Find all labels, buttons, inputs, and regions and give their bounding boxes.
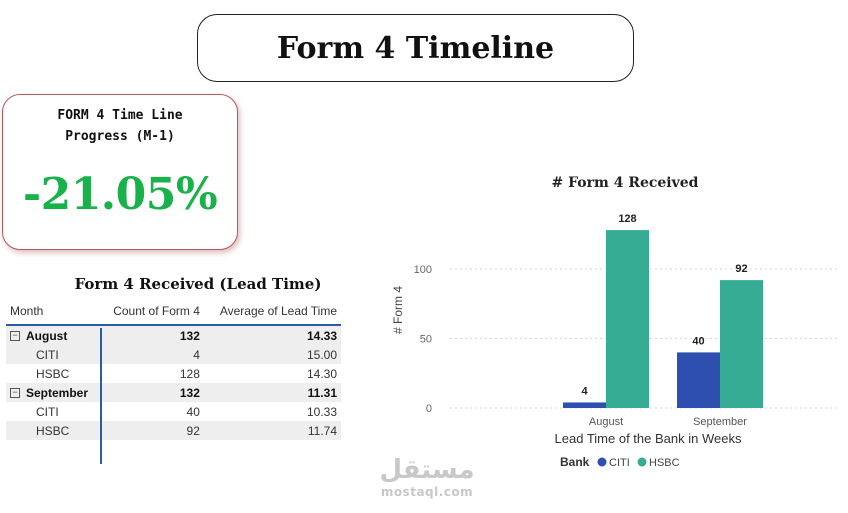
kpi-label-line1: FORM 4 Time Line <box>57 108 183 123</box>
row-count: 128 <box>179 366 200 381</box>
row-count: 132 <box>100 325 204 345</box>
bar-hsbc-august <box>606 230 649 408</box>
row-count: 132 <box>100 383 204 402</box>
row-label: August <box>26 328 68 343</box>
x-tick-label: August <box>589 416 623 428</box>
row-average: 15.00 <box>203 345 341 364</box>
table-row[interactable]: HSBC 128 14.30 <box>6 364 341 383</box>
column-header-month[interactable]: Month <box>10 304 44 318</box>
lead-time-table[interactable]: Month Count of Form 4 Average of Lead Ti… <box>6 298 341 440</box>
bar-citi-august <box>563 402 606 408</box>
row-label: September <box>26 385 89 400</box>
row-label: HSBC <box>6 421 101 440</box>
table-title: Form 4 Received (Lead Time) <box>74 275 322 293</box>
row-average: 11.74 <box>203 421 341 440</box>
watermark-arabic: مستقل <box>379 455 475 485</box>
table-row[interactable]: CITI 4 15.00 <box>6 345 341 364</box>
watermark: مستقل mostaql.com <box>372 455 482 499</box>
row-count: 40 <box>186 404 200 419</box>
dashboard-title-box: Form 4 Timeline <box>197 14 634 82</box>
kpi-label-line2: Progress (M-1) <box>65 129 175 144</box>
y-tick-label: 0 <box>426 403 432 415</box>
chart-title: # Form 4 Received <box>551 175 699 191</box>
row-average: 11.31 <box>203 383 341 402</box>
watermark-latin: mostaql.com <box>380 485 474 499</box>
dashboard-title: Form 4 Timeline <box>276 30 555 66</box>
y-tick-label: 100 <box>414 264 432 276</box>
row-count: 92 <box>100 421 204 440</box>
row-label: CITI <box>6 345 101 364</box>
column-header-count[interactable]: Count of Form 4 <box>113 304 200 318</box>
data-label: 40 <box>692 335 704 347</box>
table-header-row: Month Count of Form 4 Average of Lead Ti… <box>6 298 341 325</box>
collapse-toggle-icon[interactable]: − <box>10 331 20 342</box>
legend-title: Bank <box>560 455 590 469</box>
row-average: 14.33 <box>203 325 341 345</box>
table-row[interactable]: − September 132 11.31 <box>6 383 341 402</box>
bar-hsbc-september <box>720 280 763 408</box>
table-row[interactable]: HSBC 92 11.74 <box>6 421 341 440</box>
legend-marker-citi <box>597 457 607 467</box>
data-label: 92 <box>735 263 747 275</box>
x-axis-label: Lead Time of the Bank in Weeks <box>555 431 742 446</box>
collapse-toggle-icon[interactable]: − <box>10 388 20 399</box>
legend-label-hsbc: HSBC <box>649 457 680 469</box>
column-header-average[interactable]: Average of Lead Time <box>219 304 337 318</box>
row-average: 14.30 <box>306 366 337 381</box>
bar-citi-september <box>677 352 720 408</box>
row-average: 10.33 <box>306 404 337 419</box>
row-label: CITI <box>36 404 59 419</box>
table-row[interactable]: − August 132 14.33 <box>6 325 341 345</box>
table-row[interactable]: CITI 40 10.33 <box>6 402 341 421</box>
data-label: 128 <box>618 213 636 225</box>
row-label: HSBC <box>36 366 70 381</box>
row-count: 4 <box>100 345 204 364</box>
x-tick-label: September <box>693 416 747 428</box>
y-tick-label: 50 <box>420 334 432 346</box>
bar-chart[interactable]: 0 50 100 # Form 4 4 128 August 40 92 September Lea… <box>380 200 840 480</box>
kpi-value: -21.05% <box>22 169 218 220</box>
y-axis-label: # Form 4 <box>391 286 405 334</box>
column-divider <box>100 328 102 464</box>
legend-label-citi: CITI <box>609 457 630 469</box>
kpi-label: FORM 4 Time Line Progress (M-1) <box>3 105 237 147</box>
legend-marker-hsbc <box>637 457 647 467</box>
data-label: 4 <box>581 385 588 397</box>
kpi-card[interactable]: FORM 4 Time Line Progress (M-1) -21.05% <box>2 94 238 250</box>
